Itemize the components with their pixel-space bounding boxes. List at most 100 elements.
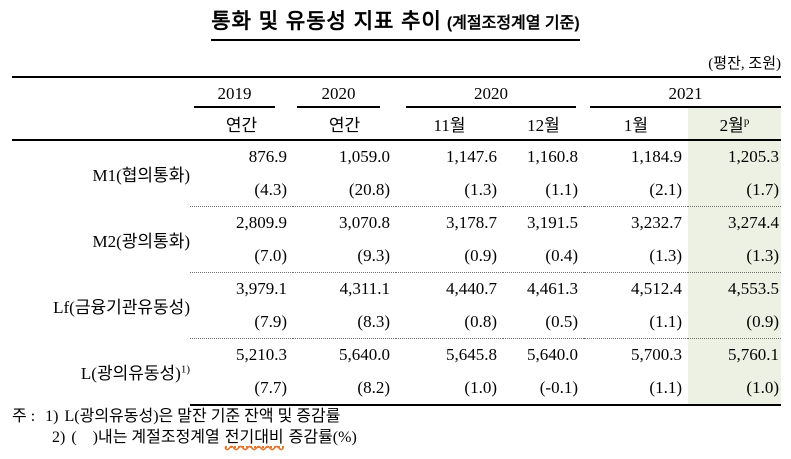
year-header-row: 2019 2020 2020 2021 bbox=[12, 77, 781, 108]
corner-cell bbox=[12, 77, 190, 108]
row-label-text: M1(협의통화) bbox=[92, 166, 191, 186]
footnote-2-text-pre: ( )내는 계절조정계열 bbox=[71, 429, 220, 446]
table-row-lf-pcts: (7.9) (8.3) (0.8) (0.5) (1.1) (0.9) bbox=[12, 305, 781, 339]
corner-cell bbox=[12, 108, 190, 141]
value-cell: 3,178.7 bbox=[446, 213, 497, 232]
value-cell-highlighted: 3,274.4 bbox=[688, 206, 781, 239]
indicator-table: 2019 2020 2020 2021 연간 연간 11월 12월 1월 2월p… bbox=[12, 76, 781, 406]
unit-note: (평잔, 조원) bbox=[708, 56, 781, 72]
value-cell-highlighted: 4,553.5 bbox=[688, 272, 781, 305]
document-title: 통화 및 유동성 지표 추이 (계절조정계열 기준) bbox=[211, 5, 580, 41]
row-label-l: L(광의유동성)1) bbox=[12, 339, 190, 406]
pct-cell: (7.0) bbox=[190, 239, 293, 273]
footnote-2-spellcheck-word: 전기대비 bbox=[224, 429, 284, 448]
pct-cell: (1.3) bbox=[584, 239, 688, 273]
pct-cell: (0.4) bbox=[503, 239, 584, 273]
footnote-2: 2) ( )내는 계절조정계열 전기대비 증감률(%) bbox=[12, 427, 357, 448]
sub-header-jan: 1월 bbox=[584, 108, 688, 141]
year-header-2020-annual: 2020 bbox=[293, 77, 396, 108]
table-row-m1-pcts: (4.3) (20.8) (1.3) (1.1) (2.1) (1.7) bbox=[12, 173, 781, 207]
pct-cell: (1.3) bbox=[396, 173, 503, 207]
footnote-2-marker: 2) bbox=[52, 429, 66, 446]
value-cell: 4,461.3 bbox=[527, 279, 578, 298]
sub-header-annual-2019: 연간 bbox=[190, 108, 293, 141]
value-cell: 2,809.9 bbox=[236, 213, 287, 232]
year-label: 2019 bbox=[217, 84, 252, 103]
value-cell: 4,512.4 bbox=[631, 279, 682, 298]
pct-cell-highlighted: (1.3) bbox=[688, 239, 781, 273]
value-cell: 876.9 bbox=[248, 147, 287, 166]
pct-cell: (0.5) bbox=[503, 305, 584, 339]
footnote-1-marker: 1) bbox=[45, 408, 59, 425]
pct-cell: (8.2) bbox=[293, 371, 396, 406]
footnote-1-text: L(광의유동성)은 말잔 기준 잔액 및 증감률 bbox=[64, 408, 341, 425]
value-cell-highlighted: 1,205.3 bbox=[688, 140, 781, 173]
sub-header-nov: 11월 bbox=[396, 108, 503, 141]
year-label: 2021 bbox=[668, 84, 703, 103]
row-label-m2: M2(광의통화) bbox=[12, 207, 191, 273]
pct-cell: (1.0) bbox=[396, 371, 503, 406]
footnote-2-text-post: 증감률(%) bbox=[288, 429, 357, 446]
row-label-text: Lf(금융기관유동성) bbox=[53, 298, 190, 317]
row-label-text: M2(광의통화) bbox=[92, 232, 191, 251]
pct-cell: (1.1) bbox=[584, 371, 688, 406]
year-label: 2020 bbox=[321, 84, 356, 103]
year-header-2019: 2019 bbox=[190, 77, 293, 108]
pct-cell: (1.1) bbox=[503, 173, 584, 207]
month-label: 2월 bbox=[719, 116, 744, 135]
pct-cell-highlighted: (1.0) bbox=[688, 371, 781, 406]
value-cell: 3,070.8 bbox=[339, 213, 390, 232]
table-row-m2-values: M2(광의통화) 2,809.9 3,070.8 3,178.7 3,191.5… bbox=[12, 206, 781, 251]
pct-cell-highlighted: (0.9) bbox=[688, 305, 781, 339]
pct-cell: (20.8) bbox=[293, 173, 396, 207]
year-header-2020-months: 2020 bbox=[396, 77, 584, 108]
document-title-sub: (계절조정계열 기준) bbox=[446, 15, 580, 32]
pct-cell: (0.8) bbox=[396, 305, 503, 339]
value-cell: 1,184.9 bbox=[631, 147, 682, 166]
pct-cell: (1.1) bbox=[584, 305, 688, 339]
table-row-l-pcts: (7.7) (8.2) (1.0) (-0.1) (1.1) (1.0) bbox=[12, 371, 781, 406]
value-cell: 3,979.1 bbox=[236, 279, 287, 298]
title-block: 통화 및 유동성 지표 추이 (계절조정계열 기준) bbox=[0, 5, 791, 41]
pct-cell: (9.3) bbox=[293, 239, 396, 273]
pct-cell: (8.3) bbox=[293, 305, 396, 339]
row-label-sup: 1) bbox=[180, 363, 190, 376]
value-cell: 5,645.8 bbox=[446, 345, 497, 364]
value-cell: 5,210.3 bbox=[236, 345, 287, 364]
pct-cell: (7.7) bbox=[190, 371, 293, 406]
sub-header-annual-2020: 연간 bbox=[293, 108, 396, 141]
value-cell-highlighted: 5,760.1 bbox=[688, 338, 781, 371]
value-cell: 1,059.0 bbox=[339, 147, 390, 166]
year-label: 2020 bbox=[474, 84, 508, 103]
sub-header-feb-provisional: 2월p bbox=[688, 108, 781, 141]
sub-header-dec: 12월 bbox=[503, 108, 584, 141]
value-cell: 5,700.3 bbox=[631, 345, 682, 364]
value-cell: 1,160.8 bbox=[527, 147, 578, 166]
pct-cell: (0.9) bbox=[396, 239, 503, 273]
value-cell: 4,311.1 bbox=[339, 279, 390, 298]
pct-cell: (-0.1) bbox=[503, 371, 584, 406]
value-cell: 4,440.7 bbox=[446, 279, 497, 298]
value-cell: 3,191.5 bbox=[527, 213, 578, 232]
row-label-lf: Lf(금융기관유동성) bbox=[12, 273, 190, 339]
pct-cell: (2.1) bbox=[584, 173, 688, 207]
value-cell: 3,232.7 bbox=[631, 213, 682, 232]
footnote-1: 주 : 1) L(광의유동성)은 말잔 기준 잔액 및 증감률 bbox=[12, 406, 357, 427]
row-label-m1: M1(협의통화) bbox=[12, 140, 191, 207]
row-label-text: L(광의유동성) bbox=[80, 364, 181, 384]
value-cell: 5,640.0 bbox=[527, 345, 578, 364]
table-row-l-values: L(광의유동성)1) 5,210.3 5,640.0 5,645.8 5,640… bbox=[12, 338, 781, 383]
document-title-main: 통화 및 유동성 지표 추이 bbox=[211, 10, 442, 33]
provisional-superscript: p bbox=[743, 115, 750, 128]
sub-header-row: 연간 연간 11월 12월 1월 2월p bbox=[12, 108, 781, 141]
table-row-lf-values: Lf(금융기관유동성) 3,979.1 4,311.1 4,440.7 4,46… bbox=[12, 272, 781, 317]
pct-cell: (7.9) bbox=[190, 305, 293, 339]
value-cell: 5,640.0 bbox=[339, 345, 390, 364]
year-header-2021-months: 2021 bbox=[584, 77, 781, 108]
footnotes: 주 : 1) L(광의유동성)은 말잔 기준 잔액 및 증감률 2) ( )내는 계절… bbox=[12, 406, 357, 448]
pct-cell-highlighted: (1.7) bbox=[688, 173, 781, 207]
footnote-prefix: 주 : bbox=[12, 408, 36, 425]
table-row-m1-values: M1(협의통화) 876.9 1,059.0 1,147.6 1,160.8 1… bbox=[12, 140, 781, 185]
value-cell: 1,147.6 bbox=[446, 147, 497, 166]
pct-cell: (4.3) bbox=[190, 173, 293, 207]
